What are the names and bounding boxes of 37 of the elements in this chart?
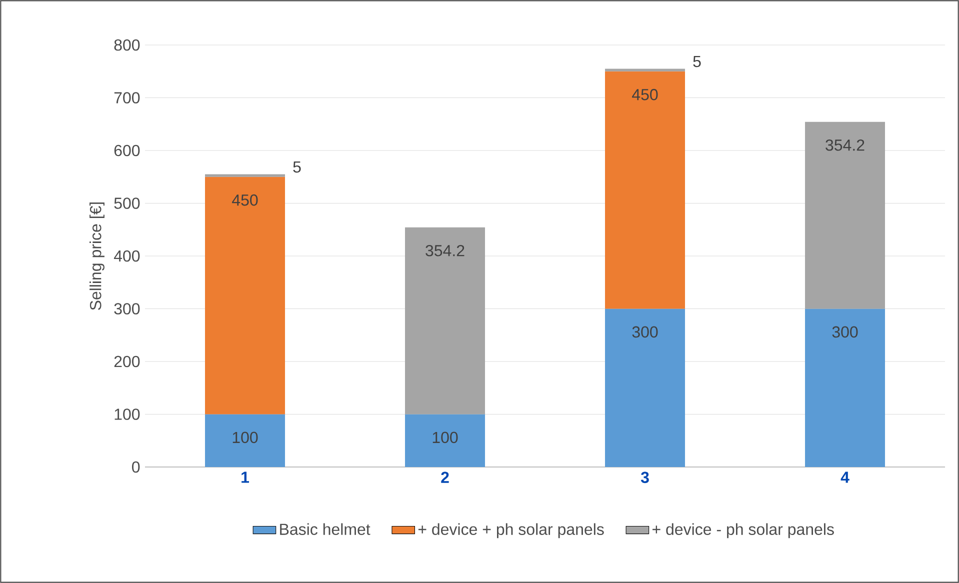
data-label: 354.2	[826, 139, 864, 151]
data-label: 100	[432, 432, 458, 444]
data-label: 5	[693, 56, 701, 68]
bar	[805, 122, 886, 309]
x-tick-label: 2	[441, 472, 449, 483]
y-tick-label: 100	[114, 408, 140, 420]
y-tick-label: 800	[114, 39, 140, 51]
data-label: 450	[632, 88, 658, 100]
data-label: 300	[832, 326, 858, 338]
x-tick-label: 4	[840, 472, 850, 483]
bar	[405, 227, 486, 414]
data-label: 450	[232, 194, 258, 206]
bar	[805, 308, 886, 467]
bar	[605, 68, 686, 72]
y-tick-label: 200	[114, 356, 140, 368]
data-label: 100	[232, 432, 258, 444]
y-axis-title: Selling price [€]	[90, 202, 104, 310]
data-label: 300	[632, 326, 658, 338]
y-tick-label: 700	[114, 92, 140, 104]
bar	[205, 176, 286, 414]
x-tick-label: 1	[242, 472, 250, 483]
y-tick-label: 400	[114, 250, 140, 262]
bar	[605, 71, 686, 309]
bar	[205, 414, 286, 467]
data-label: 5	[293, 161, 301, 173]
y-tick-label: 0	[132, 461, 140, 473]
bar	[405, 414, 486, 467]
legend-label: + device - ph solar panels	[652, 523, 834, 538]
y-tick-label: 600	[114, 144, 140, 156]
legend-label: Basic helmet	[280, 523, 370, 535]
y-tick-label: 500	[114, 198, 140, 209]
x-tick-label: 3	[640, 472, 649, 484]
data-label: 354.2	[426, 244, 464, 256]
legend-label: + device + ph solar panels	[418, 523, 604, 538]
bar	[205, 174, 286, 177]
y-tick-label: 300	[114, 303, 140, 314]
bar	[605, 308, 686, 467]
